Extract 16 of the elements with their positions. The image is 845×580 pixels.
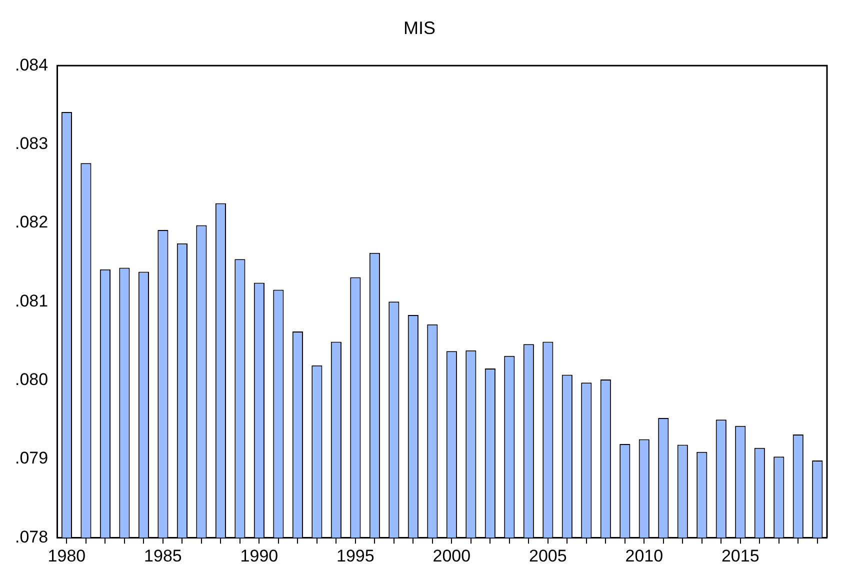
x-tick-label: 1990 xyxy=(240,546,278,566)
chart-title: MIS xyxy=(403,18,436,38)
y-tick-label: .084 xyxy=(14,55,48,74)
y-tick-label: .078 xyxy=(14,527,48,546)
x-tick-label: 2015 xyxy=(721,546,760,566)
x-tick-label: 1980 xyxy=(48,546,86,566)
x-tick-label: 2000 xyxy=(432,546,471,566)
y-tick-label: .080 xyxy=(14,370,48,389)
y-tick-label: .079 xyxy=(14,448,48,468)
x-tick-label: 1995 xyxy=(336,546,374,566)
x-tick-label: 1985 xyxy=(144,546,182,566)
y-tick-label: .083 xyxy=(14,134,48,153)
y-tick-label: .081 xyxy=(14,291,48,310)
y-tick-label: .082 xyxy=(14,212,48,232)
x-tick-label: 2010 xyxy=(625,546,664,566)
x-tick-label: 2005 xyxy=(528,546,567,566)
